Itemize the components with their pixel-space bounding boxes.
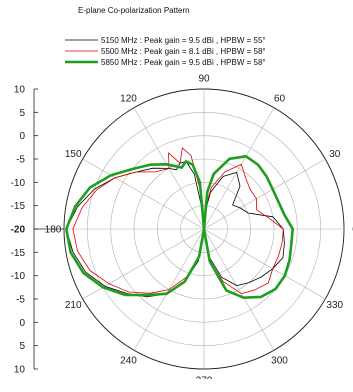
- grid-spoke: [82, 228, 205, 300]
- series-group: [65, 147, 294, 299]
- angle-tick-label: 90: [198, 74, 210, 85]
- bottom-strip: [0, 379, 353, 392]
- angle-tick-label: 240: [120, 355, 137, 366]
- angle-tick-label: 270: [196, 376, 213, 380]
- grid-spoke: [203, 228, 275, 351]
- angle-tick-label: 30: [329, 149, 341, 160]
- radial-axis: 10 5 0 -5 -10 -15 -20 -15 -10 -5 0 5 10: [11, 85, 64, 376]
- legend-entry-3: 5850 MHz : Peak gain = 9.5 dBi , HPBW = …: [101, 58, 266, 67]
- radial-tick-label: 5: [19, 341, 25, 352]
- polar-chart: E-plane Co-polarization Pattern 5150 MHz…: [11, 6, 353, 380]
- angle-tick-label: 60: [274, 94, 286, 105]
- series-line-1: [65, 161, 285, 298]
- radial-tick-label: 5: [19, 108, 25, 119]
- series-line-2: [72, 147, 284, 295]
- chart-title: E-plane Co-polarization Pattern: [78, 6, 190, 15]
- grid-spoke: [82, 158, 205, 230]
- radial-tick-label: 10: [14, 365, 26, 376]
- radial-tick-label: -20: [11, 225, 26, 236]
- radial-tick-label: 10: [14, 85, 26, 96]
- radial-tick-label: -10: [11, 271, 26, 282]
- legend-entry-2: 5500 MHz : Peak gain = 8.1 dBi , HPBW = …: [101, 47, 266, 56]
- radial-tick-label: -5: [16, 295, 25, 306]
- radial-tick-label: 0: [19, 131, 25, 142]
- legend: 5150 MHz : Peak gain = 9.5 dBi , HPBW = …: [65, 36, 266, 67]
- radial-tick-label: -15: [11, 248, 26, 259]
- angle-tick-label: 300: [271, 355, 288, 366]
- legend-entry-1: 5150 MHz : Peak gain = 9.5 dBi , HPBW = …: [101, 36, 266, 45]
- radial-tick-label: 0: [19, 318, 25, 329]
- radial-tick-label: -10: [11, 178, 26, 189]
- angle-tick-label: 150: [65, 149, 82, 160]
- angle-tick-label: 330: [326, 300, 343, 311]
- angle-tick-label: 120: [120, 94, 137, 105]
- series-line-3: [65, 155, 294, 299]
- angle-tick-label: 210: [65, 300, 82, 311]
- grid-spoke: [203, 228, 326, 300]
- radial-tick-label: -5: [16, 155, 25, 166]
- grid-spoke: [203, 158, 326, 230]
- radial-tick-label: -15: [11, 201, 26, 212]
- grid-spoke: [203, 107, 275, 230]
- angle-tick-label: 180: [45, 225, 62, 236]
